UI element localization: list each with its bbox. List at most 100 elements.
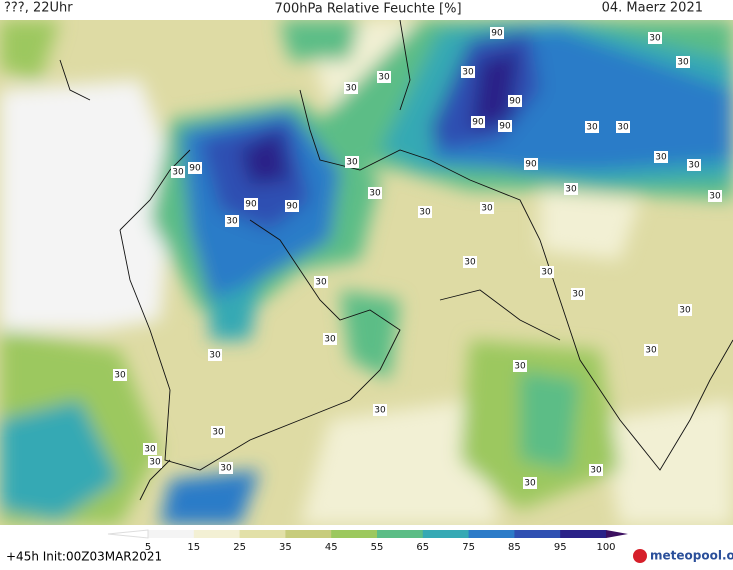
contour-label-text: 30 xyxy=(524,479,536,489)
logo-icon xyxy=(633,549,647,563)
contour-label-text: 30 xyxy=(212,428,224,438)
contour-label-box xyxy=(616,121,630,133)
coastlines xyxy=(59,20,733,501)
colorbar-segment xyxy=(239,530,286,538)
contour-label-text: 30 xyxy=(114,371,126,381)
colorbar-segment xyxy=(193,530,241,538)
contour-label: 30 xyxy=(480,202,494,214)
contour-label: 30 xyxy=(589,464,603,476)
contour-label: 30 xyxy=(373,404,387,416)
contour-label-text: 30 xyxy=(590,466,602,476)
colorbar-segment xyxy=(422,530,470,538)
contour-label-text: 30 xyxy=(315,278,327,288)
contour-label: 30 xyxy=(648,32,662,44)
contour-label-text: 90 xyxy=(286,202,298,212)
contour-label-text: 30 xyxy=(572,290,584,300)
colorbar-segment xyxy=(377,530,424,538)
contour-label-text: 30 xyxy=(374,406,386,416)
contour-label-text: 30 xyxy=(144,445,156,455)
contour-label-box xyxy=(463,256,477,268)
contour-label-box xyxy=(676,56,690,68)
colorbar-segment xyxy=(331,530,378,538)
contour-label-box xyxy=(225,215,239,227)
colorbar-tick-label: 5 xyxy=(145,542,151,553)
contour-label-text: 30 xyxy=(677,58,689,68)
contour-label: 30 xyxy=(344,82,358,94)
contour-label: 30 xyxy=(676,56,690,68)
init-time: +45h Init:00Z03MAR2021 xyxy=(6,550,162,564)
contour-label: 30 xyxy=(585,121,599,133)
contour-label-box xyxy=(461,66,475,78)
contour-label: 90 xyxy=(498,120,512,132)
colorbar-segment xyxy=(148,530,195,538)
contour-label-text: 30 xyxy=(346,158,358,168)
contour-label-box xyxy=(480,202,494,214)
contour-label-box xyxy=(113,369,127,381)
colorbar-tick-label: 85 xyxy=(508,542,521,553)
colorbar-segment xyxy=(514,530,561,538)
contour-label: 90 xyxy=(471,116,485,128)
contour-label-text: 30 xyxy=(655,153,667,163)
contour-label: 90 xyxy=(188,162,202,174)
contour-label-box xyxy=(314,276,328,288)
logo-text: meteopool.org xyxy=(650,549,733,563)
contour-label-text: 30 xyxy=(419,208,431,218)
contour-label: 90 xyxy=(508,95,522,107)
contour-label-text: 30 xyxy=(378,73,390,83)
contour-label-text: 30 xyxy=(688,161,700,171)
contour-label-box xyxy=(471,116,485,128)
contour-label: 30 xyxy=(208,349,222,361)
contour-label: 30 xyxy=(219,462,233,474)
map: 90 90 90 90 90 90 90 90 30 30 30 30 30 30 30 30 30 30 30 30… xyxy=(0,20,733,525)
colorbar-tick-label: 95 xyxy=(554,542,567,553)
contour-label: 30 xyxy=(654,151,668,163)
contour-label-box xyxy=(323,333,337,345)
contour-label-text: 30 xyxy=(649,34,661,44)
contour-label-text: 30 xyxy=(220,464,232,474)
contour-label-text: 30 xyxy=(565,185,577,195)
contour-label: 30 xyxy=(687,159,701,171)
contour-label: 30 xyxy=(345,156,359,168)
contour-label-box xyxy=(498,120,512,132)
colorbar-tick-label: 45 xyxy=(325,542,338,553)
contour-label-box xyxy=(171,166,185,178)
contour-label-box xyxy=(523,477,537,489)
contour-label-text: 90 xyxy=(499,122,511,132)
contour-label: 30 xyxy=(463,256,477,268)
colorbar-segment xyxy=(285,530,332,538)
contour-label-box xyxy=(208,349,222,361)
contour-label: 90 xyxy=(490,27,504,39)
contour-label-box xyxy=(143,443,157,455)
contour-label: 30 xyxy=(678,304,692,316)
colorbar-tick-label: 75 xyxy=(462,542,475,553)
contour-label: 30 xyxy=(540,266,554,278)
contour-label-box xyxy=(418,206,432,218)
contour-label-box xyxy=(654,151,668,163)
contour-label: 90 xyxy=(285,200,299,212)
contour-label-text: 30 xyxy=(149,458,161,468)
contour-label-box xyxy=(585,121,599,133)
contour-label-text: 90 xyxy=(189,164,201,174)
contour-label-box xyxy=(148,456,162,468)
contour-label-box xyxy=(564,183,578,195)
contour-label-text: 90 xyxy=(491,29,503,39)
contour-label: 30 xyxy=(377,71,391,83)
colorbar-tick-label: 35 xyxy=(279,542,292,553)
valid-date: 04. Maerz 2021 xyxy=(602,1,703,16)
contour-label-box xyxy=(219,462,233,474)
contour-labels: 90 90 90 90 90 90 90 90 30 30 30 30 30 30 30 30 30 30 30 30… xyxy=(113,27,722,489)
contour-label: 30 xyxy=(461,66,475,78)
colorbar-tick-label: 100 xyxy=(596,542,615,553)
contour-label-text: 30 xyxy=(324,335,336,345)
contour-label-text: 30 xyxy=(481,204,493,214)
colorbar-right-arrow xyxy=(606,530,628,538)
colorbar-tick-label: 65 xyxy=(416,542,429,553)
contour-label-text: 30 xyxy=(586,123,598,133)
logo: meteopool.org xyxy=(633,549,733,563)
contour-label-box xyxy=(571,288,585,300)
contour-label-box xyxy=(345,156,359,168)
contour-label-box xyxy=(648,32,662,44)
contour-label-text: 30 xyxy=(514,362,526,372)
contour-label-text: 30 xyxy=(172,168,184,178)
